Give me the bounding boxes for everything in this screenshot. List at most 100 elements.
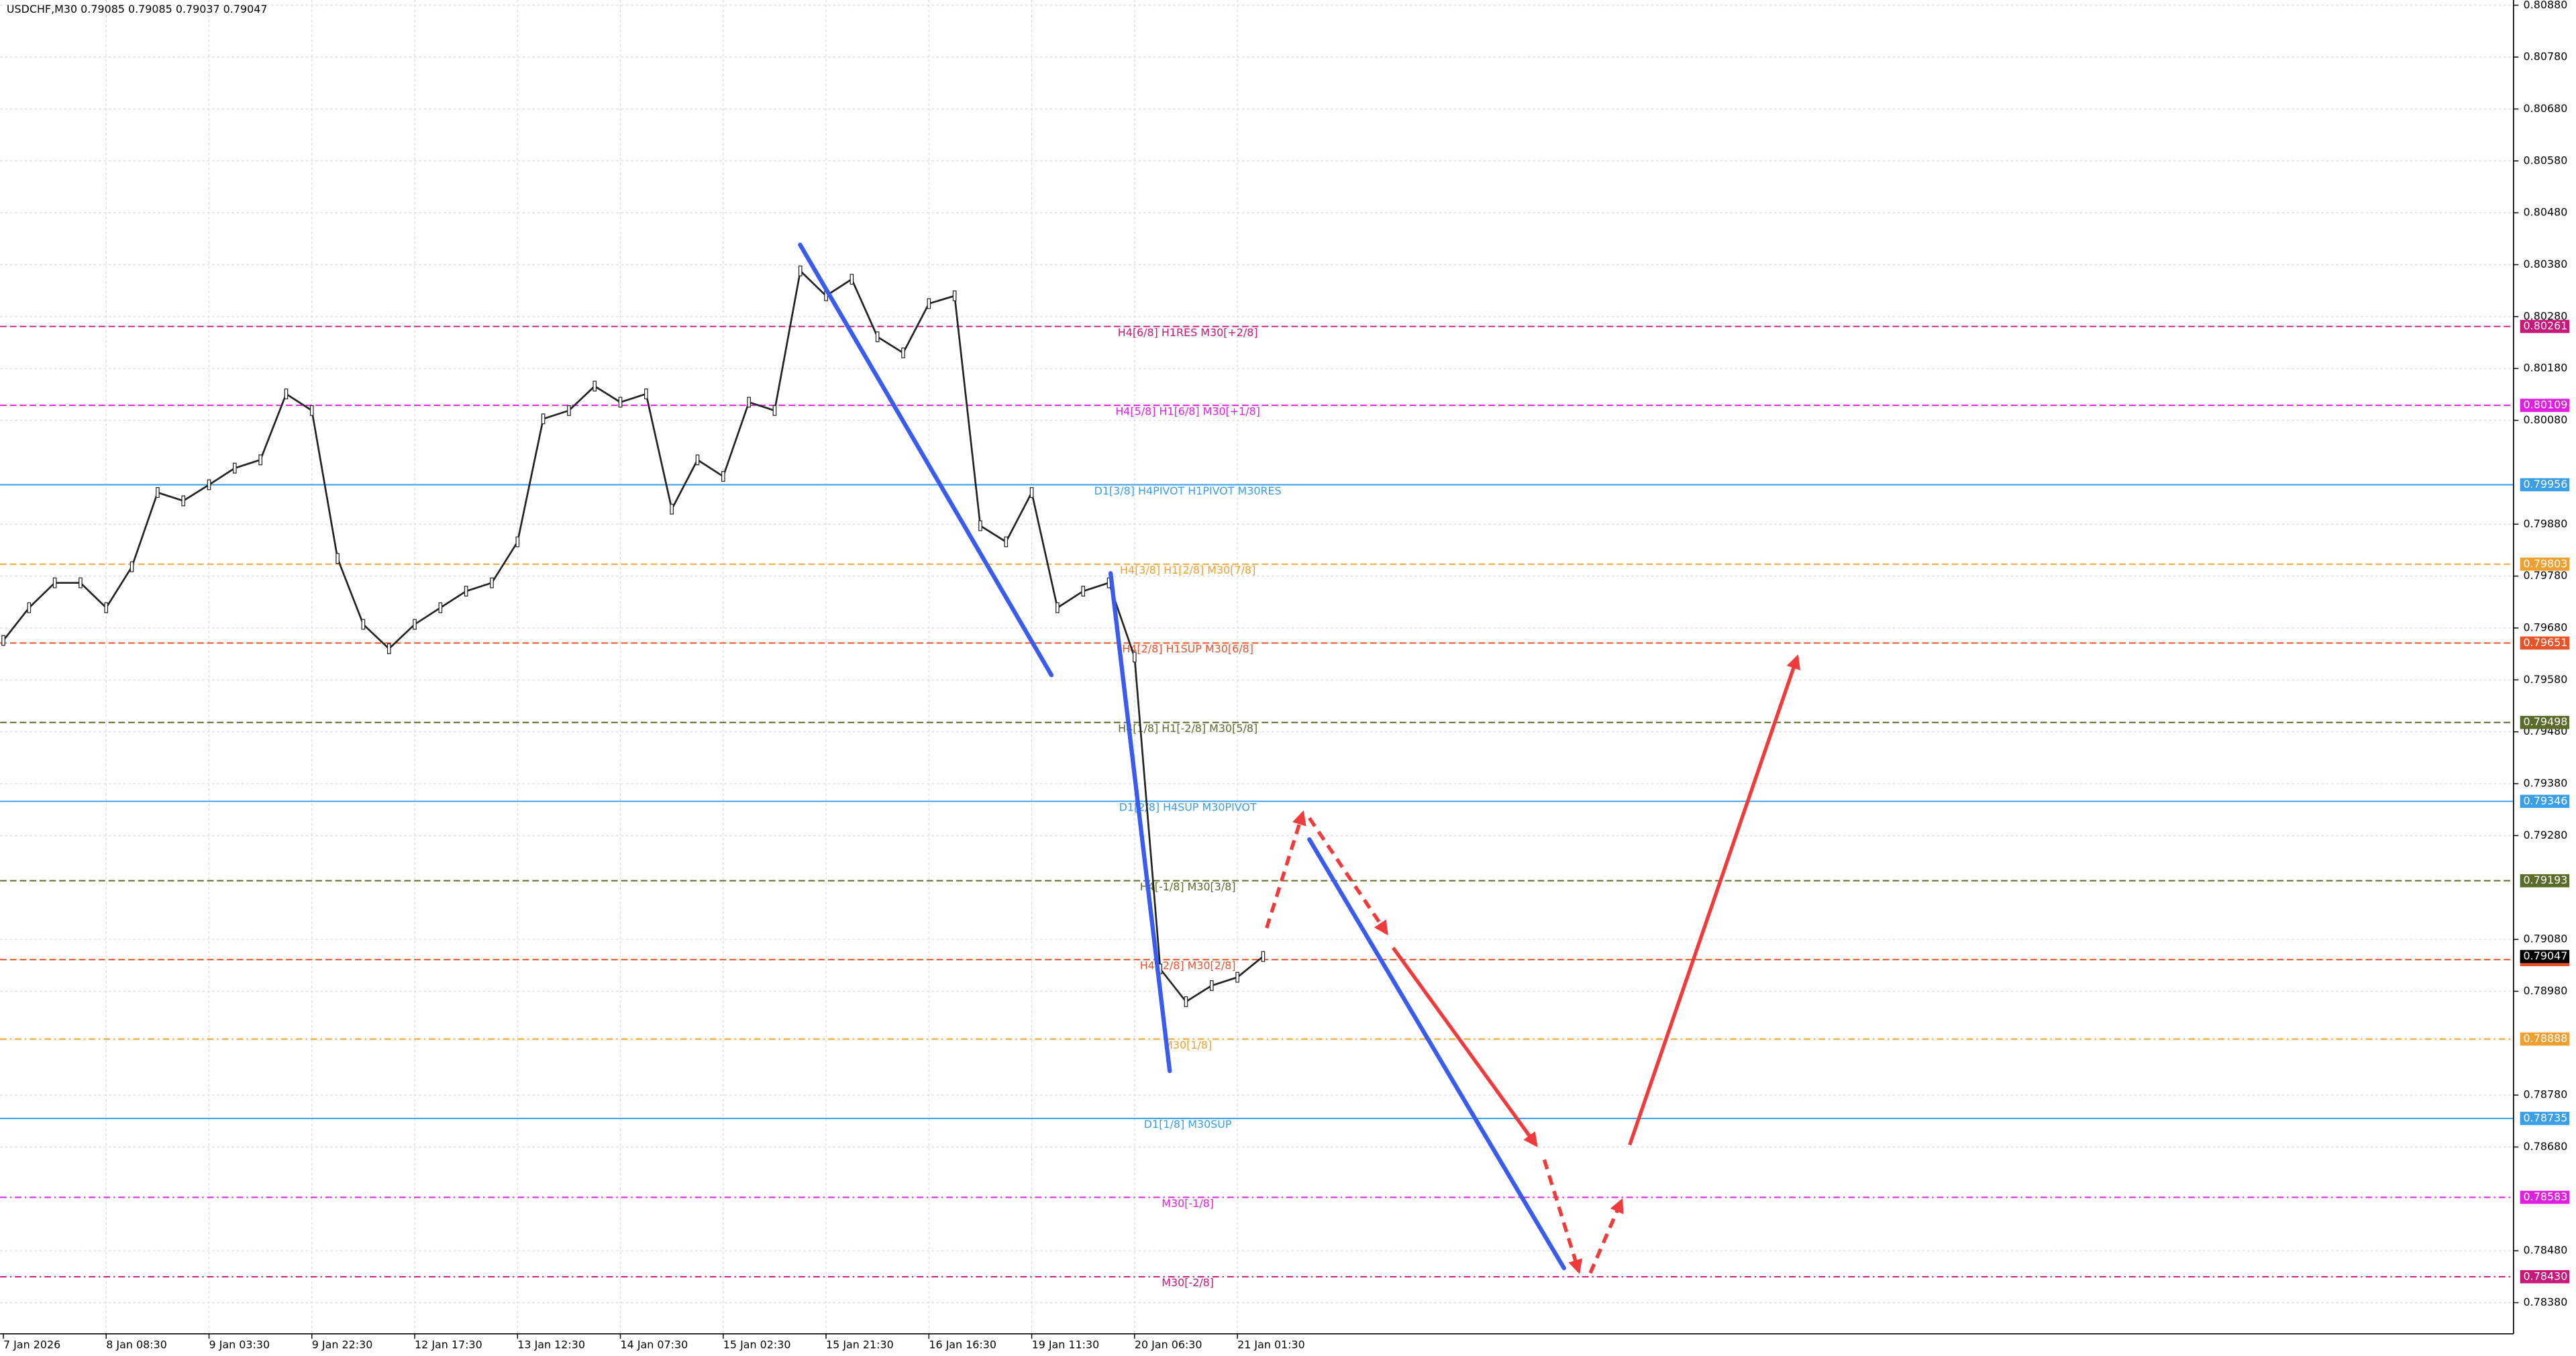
level-label: D1[2/8] H4SUP M30PIVOT <box>1119 801 1257 814</box>
price-badge <box>2520 1270 2570 1284</box>
price-badge <box>2520 558 2570 571</box>
price-point <box>413 619 417 630</box>
price-point <box>284 388 289 400</box>
price-point <box>567 405 571 416</box>
grid <box>0 0 2514 1334</box>
price-badge-label: 0.80261 <box>2524 319 2568 332</box>
price-point <box>1133 651 1137 663</box>
price-point <box>1004 536 1009 547</box>
price-point <box>233 462 237 474</box>
price-point <box>52 577 57 588</box>
chart-title: USDCHF,M30 0.79085 0.79085 0.79037 0.790… <box>7 3 268 15</box>
level-label: H4[-2/8] M30[2/8] <box>1140 959 1236 972</box>
price-badge-label: 0.79803 <box>2524 557 2568 570</box>
price-badge-label: 0.79956 <box>2524 478 2568 490</box>
price-badge-label: 0.80109 <box>2524 399 2568 411</box>
arrow <box>1308 817 1388 936</box>
price-point <box>1055 602 1060 613</box>
price-line <box>2 269 1264 1003</box>
price-point <box>387 643 391 654</box>
price-point <box>79 577 83 588</box>
price-point <box>618 397 623 408</box>
current-price-label: 0.79047 <box>2524 949 2568 962</box>
price-point <box>438 602 443 613</box>
y-tick-label: 0.80080 <box>2524 413 2568 426</box>
price-badge-label: 0.78430 <box>2524 1269 2568 1282</box>
levels: H4[6/8] H1RES M30[+2/8] H4[5/8] H1[6/8] M… <box>0 325 2514 1289</box>
price-badge-label: 0.78888 <box>2524 1032 2568 1045</box>
level-label: H4[5/8] H1[6/8] M30[+1/8] <box>1115 405 1260 417</box>
x-tick-label: 9 Jan 22:30 <box>312 1339 373 1351</box>
price-point <box>772 405 777 416</box>
x-tick-label: 7 Jan 2026 <box>3 1339 60 1351</box>
y-tick-label: 0.80880 <box>2524 0 2568 11</box>
price-point <box>747 397 751 408</box>
level-label: H4[1/8] H1[-2/8] M30[5/8] <box>1118 722 1257 735</box>
price-badge <box>2520 715 2570 729</box>
y-tick-label: 0.78480 <box>2524 1244 2568 1257</box>
level-label: M30[-1/8] <box>1162 1197 1214 1210</box>
price-point <box>130 561 134 572</box>
price-point <box>464 586 468 596</box>
x-tick-label: 16 Jan 16:30 <box>929 1339 996 1351</box>
price-point <box>104 602 109 613</box>
price-point <box>695 454 700 466</box>
price-badge <box>2520 399 2570 412</box>
price-point <box>670 503 674 515</box>
arrow <box>1628 654 1801 1146</box>
x-tick-label: 8 Jan 08:30 <box>106 1339 167 1351</box>
y-tick-label: 0.79080 <box>2524 933 2568 945</box>
level-label: H4[3/8] H1[2/8] M30[7/8] <box>1120 564 1255 576</box>
y-tick-label: 0.79380 <box>2524 777 2568 790</box>
price-badge <box>2520 794 2570 809</box>
level-label: H4[-1/8] M30[3/8] <box>1140 880 1236 893</box>
price <box>1 265 1266 1007</box>
price-badge-label: 0.79346 <box>2524 794 2568 807</box>
x-tick-label: 20 Jan 06:30 <box>1135 1339 1202 1351</box>
y-tick-label: 0.79880 <box>2524 517 2568 530</box>
price-badge <box>2520 1032 2570 1046</box>
price-point <box>849 274 854 285</box>
arrow <box>1542 1159 1583 1275</box>
x-tick-label: 21 Jan 01:30 <box>1237 1339 1305 1351</box>
price-point <box>1261 951 1266 962</box>
x-tick-label: 14 Jan 07:30 <box>621 1339 688 1351</box>
x-tick-label: 12 Jan 17:30 <box>415 1339 482 1351</box>
x-tick-label: 19 Jan 11:30 <box>1032 1339 1100 1351</box>
y-tick-label: 0.78680 <box>2524 1140 2568 1153</box>
current-price-badge <box>2520 949 2570 963</box>
level-label: M30[1/8] <box>1164 1039 1212 1051</box>
price-point <box>978 520 982 531</box>
trend-line <box>1307 837 1566 1271</box>
y-tick-label: 0.79580 <box>2524 673 2568 686</box>
level-label: M30[-2/8] <box>1162 1276 1214 1289</box>
price-point <box>541 413 546 425</box>
y-tick-label: 0.80580 <box>2524 154 2568 166</box>
x-tick-label: 13 Jan 12:30 <box>517 1339 585 1351</box>
y-tick-label: 0.79280 <box>2524 829 2568 841</box>
price-badge <box>2520 478 2570 492</box>
arrow <box>1588 1198 1624 1274</box>
price-point <box>336 553 340 564</box>
y-tick-label: 0.78780 <box>2524 1088 2568 1101</box>
y-tick-label: 0.80680 <box>2524 102 2568 115</box>
y-tick-label: 0.80780 <box>2524 50 2568 63</box>
price-point <box>1235 972 1239 983</box>
price-point <box>901 348 905 358</box>
price-badge <box>2520 319 2570 333</box>
price-point <box>721 471 725 482</box>
arrow <box>1392 947 1538 1147</box>
trend-line <box>798 242 1054 678</box>
price-point <box>798 265 803 276</box>
price-point <box>181 495 186 507</box>
y-tick-label: 0.80180 <box>2524 362 2568 374</box>
y-tick-label: 0.78380 <box>2524 1296 2568 1308</box>
trend-line <box>1108 571 1172 1074</box>
level-label: D1[3/8] H4PIVOT H1PIVOT M30RES <box>1094 484 1282 497</box>
y-tick-label: 0.78980 <box>2524 984 2568 997</box>
annotations <box>798 242 1801 1275</box>
price-point <box>27 602 32 613</box>
level-label: H4[6/8] H1RES M30[+2/8] <box>1118 326 1258 339</box>
